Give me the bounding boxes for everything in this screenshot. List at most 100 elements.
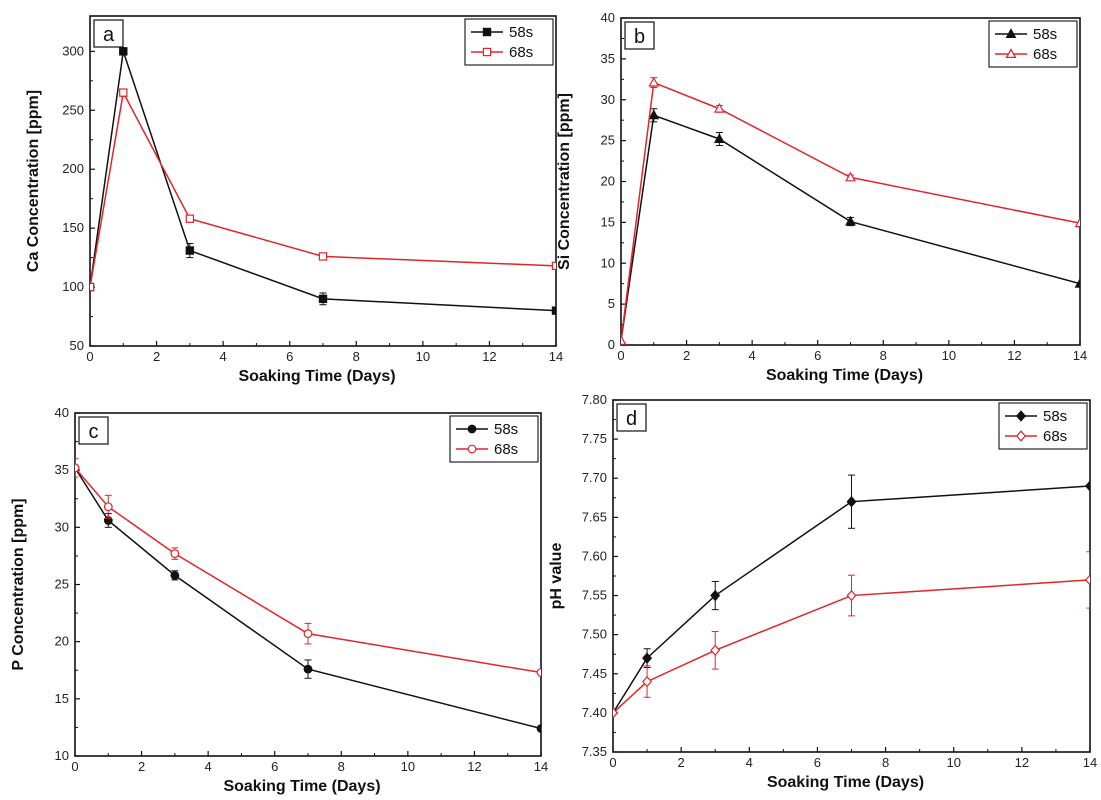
y-tick-label: 7.40 xyxy=(582,705,607,720)
y-tick-label: 7.65 xyxy=(582,509,607,524)
data-point xyxy=(75,463,80,473)
y-tick-label: 25 xyxy=(55,577,69,592)
x-tick-label: 14 xyxy=(534,759,548,774)
data-point xyxy=(536,668,541,677)
x-tick-label: 8 xyxy=(338,759,345,774)
data-point xyxy=(648,109,660,120)
data-point xyxy=(1085,574,1090,586)
data-point xyxy=(845,215,856,226)
panel-label-box xyxy=(93,19,124,48)
panel-label: c xyxy=(89,421,99,443)
y-axis-title: P Concentration [ppm] xyxy=(10,498,27,670)
data-point xyxy=(185,214,195,223)
data-point xyxy=(303,629,313,639)
y-tick-label: 7.75 xyxy=(582,431,607,446)
data-point xyxy=(846,589,857,602)
x-tick-label: 14 xyxy=(1073,348,1087,363)
x-tick-label: 2 xyxy=(138,759,145,774)
legend-label: 68s xyxy=(494,441,518,458)
x-tick-label: 12 xyxy=(1007,348,1021,363)
x-tick-label: 14 xyxy=(549,349,563,364)
x-tick-label: 4 xyxy=(749,348,756,363)
x-tick-label: 4 xyxy=(220,349,227,364)
x-tick-label: 10 xyxy=(942,348,956,363)
data-point xyxy=(90,282,95,292)
y-tick-label: 40 xyxy=(601,10,615,25)
data-point xyxy=(318,294,328,304)
panel-label: b xyxy=(634,26,645,48)
legend-label: 58s xyxy=(494,421,518,438)
y-tick-label: 20 xyxy=(55,634,69,649)
legend-box xyxy=(464,18,554,66)
data-point xyxy=(713,133,725,143)
x-tick-label: 2 xyxy=(153,349,160,364)
y-tick-label: 20 xyxy=(601,174,615,189)
panel-label: a xyxy=(103,24,115,46)
y-tick-label: 7.60 xyxy=(582,548,607,563)
panel-label-box xyxy=(624,21,655,50)
data-point xyxy=(1085,480,1090,492)
legend-box xyxy=(988,20,1078,68)
y-tick-label: 7.55 xyxy=(582,588,607,603)
y-tick-label: 50 xyxy=(70,338,84,353)
data-point xyxy=(318,252,328,261)
panel-label-box xyxy=(78,416,109,445)
x-axis-title: Soaking Time (Days) xyxy=(238,368,395,385)
data-point xyxy=(642,652,653,664)
x-tick-label: 4 xyxy=(746,755,753,770)
data-point xyxy=(551,306,556,315)
data-point xyxy=(621,335,627,345)
data-point xyxy=(1074,277,1080,288)
y-tick-label: 35 xyxy=(601,51,615,66)
chart-a: 0 2 4 6 8 10 12 14 50 100 150 200 250 300 Soaking Time… xyxy=(25,15,563,385)
legend-marker xyxy=(482,27,492,37)
data-point xyxy=(551,261,556,271)
chart-d: 0 2 4 6 8 10 12 14 7.35 7.40 7.45 7.50 7.55 7.60 7.65 7… xyxy=(548,392,1097,791)
y-axis-title: Ca Concentration [ppm] xyxy=(25,90,42,272)
legend-label: 58s xyxy=(1043,408,1067,425)
x-tick-label: 2 xyxy=(683,348,690,363)
series-group-a xyxy=(90,47,556,315)
y-tick-label: 10 xyxy=(55,748,69,763)
data-point xyxy=(303,664,313,674)
data-point xyxy=(710,644,721,657)
plot-frame-c xyxy=(74,412,542,757)
legend-marker xyxy=(467,444,477,454)
y-tick-label: 7.70 xyxy=(582,470,607,485)
y-tick-label: 7.45 xyxy=(582,666,607,681)
data-point xyxy=(185,246,195,255)
x-tick-label: 6 xyxy=(271,759,278,774)
series-line xyxy=(90,51,556,312)
x-tick-label: 6 xyxy=(286,349,293,364)
x-tick-label: 6 xyxy=(814,348,821,363)
legend-label: 58s xyxy=(1033,26,1057,43)
x-tick-label: 4 xyxy=(205,759,212,774)
legend-label: 68s xyxy=(1033,46,1057,63)
legend-marker xyxy=(1016,410,1026,422)
legend-label: 68s xyxy=(1043,428,1067,445)
data-point xyxy=(648,76,660,87)
y-tick-label: 150 xyxy=(62,220,84,235)
x-tick-label: 10 xyxy=(416,349,430,364)
y-tick-label: 5 xyxy=(608,296,615,311)
error-bar xyxy=(75,458,79,478)
y-axis-title: pH value xyxy=(548,543,565,610)
series-line xyxy=(621,81,1080,342)
series-group-b xyxy=(621,76,1080,345)
y-tick-label: 35 xyxy=(55,462,69,477)
x-tick-label: 12 xyxy=(1015,755,1029,770)
data-point xyxy=(170,549,180,559)
x-tick-label: 8 xyxy=(880,348,887,363)
series-line xyxy=(621,114,1080,342)
x-tick-label: 6 xyxy=(814,755,821,770)
x-tick-label: 0 xyxy=(609,755,616,770)
panel-label: d xyxy=(626,408,637,430)
chart-b: 0 2 4 6 8 10 12 14 0 5 10 15 20 25 30 35 40 Soaking Time … xyxy=(556,10,1087,384)
x-tick-label: 8 xyxy=(353,349,360,364)
y-tick-label: 15 xyxy=(601,214,615,229)
series-line xyxy=(75,467,541,730)
y-tick-label: 15 xyxy=(55,691,69,706)
